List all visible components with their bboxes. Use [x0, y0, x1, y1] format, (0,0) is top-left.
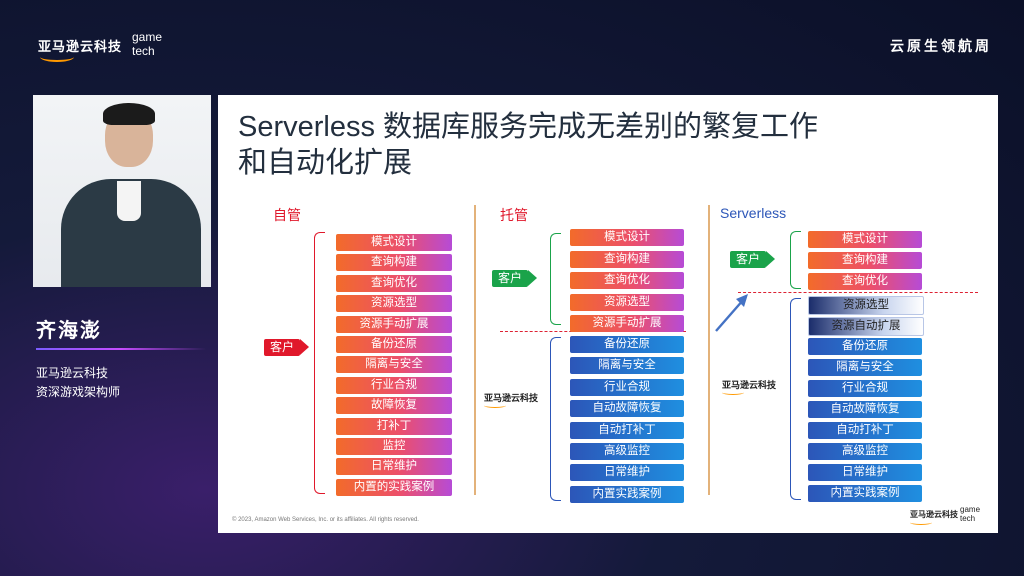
presentation-slide: Serverless 数据库服务完成无差别的繁复工作 和自动化扩展 自管 托管 …	[218, 95, 998, 533]
col1-item: 资源选型	[336, 295, 452, 313]
col2-aws-item: 隔离与安全	[570, 357, 684, 375]
col2-aws-bracket	[550, 337, 561, 501]
slide-footer-tech: tech	[960, 514, 976, 523]
col3-aws-item: 隔离与安全	[808, 359, 922, 376]
col1-item: 查询构建	[336, 254, 452, 272]
col2-customer-item: 资源手动扩展	[570, 315, 684, 333]
speaker-hair	[103, 103, 155, 125]
col3-aws-item: 日常维护	[808, 464, 922, 481]
column-title-managed: 托管	[500, 207, 528, 223]
col1-item: 模式设计	[336, 234, 452, 251]
col2-aws-item: 日常维护	[570, 464, 684, 482]
col1-item: 隔离与安全	[336, 356, 452, 374]
col2-aws-logo: 亚马逊云科技	[484, 391, 538, 408]
slide-footer-logo: 亚马逊云科技	[910, 509, 958, 525]
col3-customer-arrow-icon	[766, 251, 775, 267]
col2-customer-item: 模式设计	[570, 229, 684, 246]
col3-aws-bracket	[790, 298, 801, 500]
speaker-video	[33, 95, 211, 287]
col1-item: 日常维护	[336, 458, 452, 476]
col1-item: 打补丁	[336, 417, 452, 435]
col2-aws-item: 高级监控	[570, 443, 684, 460]
copyright-text: © 2023, Amazon Web Services, Inc. or its…	[232, 517, 419, 523]
amazon-smile-icon	[484, 403, 506, 408]
col3-aws-item: 资源选型	[808, 296, 924, 315]
game-tech-label: game tech	[132, 30, 162, 58]
col3-customer-item: 查询优化	[808, 273, 922, 291]
col1-customer-tag: 客户	[264, 339, 301, 356]
col1-item: 内置的实践案例	[336, 478, 452, 496]
col3-customer-item: 模式设计	[808, 231, 922, 248]
slide-title-line1: Serverless 数据库服务完成无差别的繁复工作	[238, 111, 819, 143]
col2-customer-item: 查询构建	[570, 250, 684, 268]
column-title-serverless: Serverless	[720, 205, 787, 221]
col2-aws-item: 备份还原	[570, 336, 684, 353]
col1-customer-bracket	[314, 232, 325, 494]
col3-aws-logo-text: 亚马逊云科技	[722, 380, 777, 390]
slide-title: Serverless 数据库服务完成无差别的繁复工作 和自动化扩展	[238, 109, 958, 181]
speaker-company: 亚马逊云科技	[36, 366, 109, 380]
col1-item: 查询优化	[336, 274, 452, 292]
col2-customer-arrow-icon	[528, 270, 537, 286]
column-title-self-managed: 自管	[273, 207, 301, 223]
game-word: game	[132, 30, 163, 44]
column-divider-1	[474, 205, 476, 495]
col1-item: 备份还原	[336, 336, 452, 353]
col3-aws-item: 备份还原	[808, 338, 922, 355]
col3-aws-item: 内置实践案例	[808, 485, 922, 502]
speaker-role: 资深游戏架构师	[36, 385, 121, 399]
slide-footer-game-tech: game tech	[960, 505, 980, 523]
col1-customer-arrow-icon	[300, 339, 309, 355]
amazon-smile-icon	[40, 52, 74, 62]
col2-aws-item: 内置实践案例	[570, 485, 684, 503]
brand-logo-text: 亚马逊云科技	[38, 39, 123, 54]
amazon-smile-icon	[722, 390, 744, 395]
col2-customer-item: 查询优化	[570, 272, 684, 290]
col3-aws-item: 自动故障恢复	[808, 401, 922, 418]
col2-customer-item: 资源选型	[570, 293, 684, 311]
col3-aws-item: 自动打补丁	[808, 422, 922, 439]
col2-customer-tag: 客户	[492, 270, 529, 287]
col2-aws-logo-text: 亚马逊云科技	[484, 393, 539, 403]
speaker-divider	[36, 348, 206, 350]
col2-aws-item: 行业合规	[570, 378, 684, 396]
column-divider-2	[708, 205, 710, 495]
col3-customer-tag: 客户	[730, 251, 767, 268]
speaker-name: 齐海澎	[36, 320, 102, 342]
col3-customer-item: 查询构建	[808, 252, 922, 270]
slide-title-line2: 和自动化扩展	[238, 147, 413, 179]
speaker-shirt	[117, 181, 141, 221]
col3-aws-item: 资源自动扩展	[808, 317, 924, 336]
col2-aws-item: 自动故障恢复	[570, 400, 684, 418]
slide-footer-game: game	[960, 505, 981, 514]
col2-aws-item: 自动打补丁	[570, 421, 684, 439]
col3-shift-arrow-icon	[715, 294, 748, 332]
slide-footer-logo-text: 亚马逊云科技	[910, 510, 958, 519]
col2-customer-bracket	[550, 233, 561, 325]
col3-aws-item: 高级监控	[808, 443, 922, 460]
col3-customer-bracket	[790, 231, 801, 289]
tech-word: tech	[132, 44, 155, 58]
col1-item: 故障恢复	[336, 397, 452, 415]
col1-item: 行业合规	[336, 376, 452, 394]
col3-aws-item: 行业合规	[808, 380, 922, 397]
col3-aws-logo: 亚马逊云科技	[722, 378, 776, 395]
col3-responsibility-divider	[738, 292, 978, 293]
amazon-smile-icon	[910, 520, 932, 525]
col1-item: 资源手动扩展	[336, 315, 452, 333]
event-title: 云原生领航周	[890, 38, 992, 54]
col1-item: 监控	[336, 438, 452, 455]
